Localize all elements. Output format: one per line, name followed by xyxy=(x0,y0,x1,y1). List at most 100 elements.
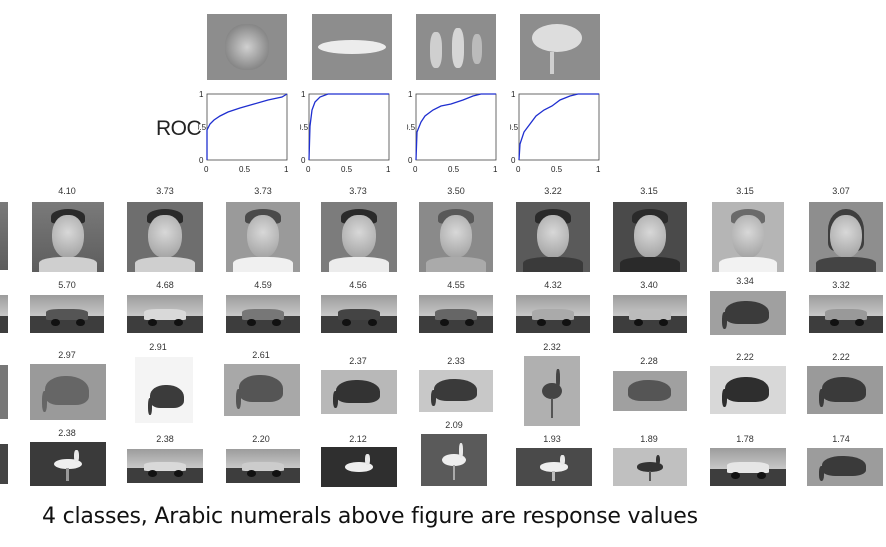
car-image xyxy=(226,449,300,483)
car-image xyxy=(809,295,883,333)
bird-image xyxy=(524,356,580,426)
response-value: 4.32 xyxy=(544,280,562,290)
response-value: 2.33 xyxy=(447,356,465,366)
response-value: 3.73 xyxy=(254,186,272,196)
face-image xyxy=(419,202,493,272)
roc-plot-1: 1 0.5 0 0 0.5 1 xyxy=(198,90,289,174)
response-value: 1.89 xyxy=(640,434,658,444)
roc-ytick: 0 xyxy=(301,156,306,165)
bird-image xyxy=(321,447,397,487)
face-image xyxy=(226,202,300,272)
response-value: 2.12 xyxy=(349,434,367,444)
response-value: 2.20 xyxy=(252,434,270,444)
roc-plot-2: 1 0.5 0 0 0.5 1 xyxy=(300,90,391,174)
face-image xyxy=(32,202,104,272)
face-image xyxy=(712,202,784,272)
car-image xyxy=(613,295,687,333)
response-value: 2.97 xyxy=(58,350,76,360)
elephant-image xyxy=(224,364,300,416)
roc-xtick: 0.5 xyxy=(239,165,251,174)
roc-curve-2 xyxy=(308,93,389,161)
response-value: 2.37 xyxy=(349,356,367,366)
response-value: 1.78 xyxy=(736,434,754,444)
elephant-image xyxy=(321,370,397,414)
roc-ytick: 1 xyxy=(301,90,306,99)
roc-curve-1 xyxy=(206,93,288,160)
roc-ytick: 0.5 xyxy=(300,123,309,132)
response-value: 2.38 xyxy=(156,434,174,444)
bird-image xyxy=(421,434,487,486)
elephant-image xyxy=(30,364,106,420)
face-image xyxy=(321,202,397,272)
filter-image-1 xyxy=(207,14,287,80)
roc-ytick: 1 xyxy=(511,90,516,99)
response-value: 4.59 xyxy=(254,280,272,290)
roc-ytick: 1 xyxy=(199,90,204,99)
response-value: 2.22 xyxy=(736,352,754,362)
roc-curve-4 xyxy=(518,93,599,161)
response-value: 3.32 xyxy=(832,280,850,290)
roc-ytick: 0 xyxy=(511,156,516,165)
roc-ytick: 0.5 xyxy=(407,123,416,132)
response-value: 3.15 xyxy=(736,186,754,196)
response-value: 2.91 xyxy=(149,342,167,352)
car-image xyxy=(30,295,104,333)
caption: 4 classes, Arabic numerals above figure … xyxy=(42,504,698,529)
roc-xtick: 1 xyxy=(493,165,498,174)
elephant-image xyxy=(710,291,786,335)
car-image xyxy=(0,295,8,333)
response-value: 1.74 xyxy=(832,434,850,444)
response-value: 3.73 xyxy=(156,186,174,196)
roc-xtick: 0 xyxy=(204,165,209,174)
response-value: 3.50 xyxy=(447,186,465,196)
roc-ytick: 1 xyxy=(408,90,413,99)
face-image xyxy=(613,202,687,272)
bird-image xyxy=(516,448,592,486)
bird-image xyxy=(613,448,687,486)
roc-xtick: 0.5 xyxy=(448,165,460,174)
response-value: 3.07 xyxy=(832,186,850,196)
response-value: 4.10 xyxy=(58,186,76,196)
filter-image-2 xyxy=(312,14,392,80)
response-value: 2.28 xyxy=(640,356,658,366)
roc-xtick: 0.5 xyxy=(551,165,563,174)
car-image xyxy=(516,295,590,333)
elephant-image xyxy=(0,365,8,419)
response-value: 3.40 xyxy=(640,280,658,290)
response-value: 3.22 xyxy=(544,186,562,196)
car-image xyxy=(226,295,300,333)
response-value: 4.68 xyxy=(156,280,174,290)
elephant-image xyxy=(710,366,786,414)
car-image xyxy=(419,295,493,333)
car-image xyxy=(710,448,786,486)
car-image xyxy=(127,449,203,483)
response-value: 3.34 xyxy=(736,276,754,286)
response-value: 3.15 xyxy=(640,186,658,196)
roc-xtick: 1 xyxy=(284,165,289,174)
roc-ytick: 0 xyxy=(199,156,204,165)
roc-plot-4: 1 0.5 0 0 0.5 1 xyxy=(510,90,601,174)
bird-image xyxy=(0,444,8,484)
elephant-image xyxy=(613,371,687,411)
roc-ytick: 0 xyxy=(408,156,413,165)
roc-ytick: 0.5 xyxy=(198,123,207,132)
response-value: 2.32 xyxy=(543,342,561,352)
face-image xyxy=(127,202,203,272)
response-value: 4.55 xyxy=(447,280,465,290)
roc-xtick: 0 xyxy=(413,165,418,174)
roc-plot-3: 1 0.5 0 0 0.5 1 xyxy=(407,90,498,174)
elephant-image xyxy=(419,370,493,412)
roc-xtick: 0 xyxy=(516,165,521,174)
response-value: 2.22 xyxy=(832,352,850,362)
roc-xtick: 0.5 xyxy=(341,165,353,174)
response-value: 3.73 xyxy=(349,186,367,196)
elephant-image xyxy=(807,366,883,414)
face-image xyxy=(0,202,8,270)
car-image xyxy=(127,295,203,333)
roc-xtick: 1 xyxy=(386,165,391,174)
roc-xtick: 0 xyxy=(306,165,311,174)
roc-xtick: 1 xyxy=(596,165,601,174)
roc-label: ROC xyxy=(156,117,202,140)
response-value: 5.70 xyxy=(58,280,76,290)
response-value: 4.56 xyxy=(349,280,367,290)
